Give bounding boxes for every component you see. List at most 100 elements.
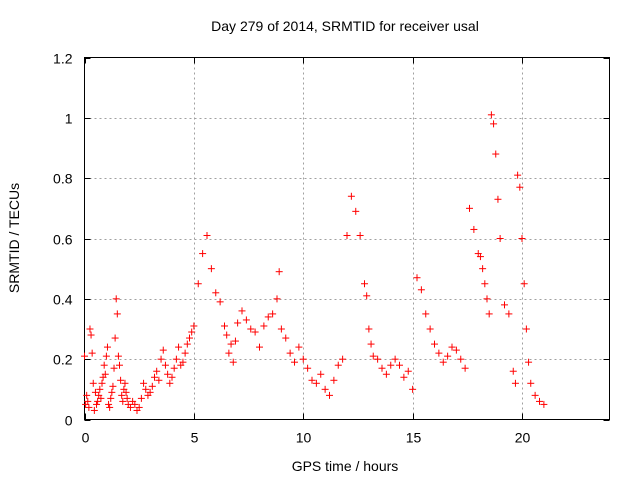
data-point bbox=[179, 358, 187, 366]
data-point bbox=[106, 403, 114, 411]
data-point bbox=[148, 382, 156, 390]
data-point bbox=[84, 397, 92, 405]
data-point bbox=[361, 280, 368, 288]
data-point bbox=[452, 346, 460, 354]
data-point bbox=[457, 355, 465, 363]
data-point bbox=[221, 322, 228, 330]
data-point bbox=[308, 376, 316, 384]
data-point bbox=[485, 310, 493, 318]
data-point bbox=[87, 331, 95, 339]
data-point bbox=[264, 313, 272, 321]
data-point bbox=[114, 352, 122, 360]
x-tick-labels: 0 5 10 15 20 bbox=[82, 430, 531, 446]
data-point bbox=[89, 379, 97, 387]
data-point bbox=[159, 346, 167, 354]
data-point bbox=[527, 379, 535, 387]
data-point bbox=[518, 235, 526, 242]
data-point bbox=[118, 391, 126, 399]
data-point bbox=[483, 295, 491, 303]
y-tick-label: 0.6 bbox=[53, 232, 73, 248]
data-point bbox=[431, 340, 438, 348]
data-point bbox=[223, 331, 231, 339]
data-point bbox=[494, 195, 502, 203]
data-point bbox=[448, 343, 456, 351]
data-point bbox=[439, 358, 447, 366]
data-point bbox=[299, 355, 307, 363]
data-point bbox=[481, 280, 489, 288]
data-point bbox=[339, 355, 347, 363]
data-point bbox=[501, 301, 508, 309]
data-point bbox=[103, 343, 111, 351]
data-point bbox=[83, 391, 91, 399]
data-point bbox=[90, 406, 98, 414]
data-point bbox=[444, 352, 452, 360]
data-point bbox=[170, 364, 178, 372]
data-point bbox=[275, 268, 283, 276]
data-point bbox=[181, 349, 189, 357]
data-point bbox=[234, 319, 242, 327]
data-point bbox=[417, 286, 425, 294]
x-tick-label: 15 bbox=[406, 430, 422, 446]
data-point bbox=[88, 349, 96, 357]
data-point bbox=[101, 370, 109, 378]
data-point bbox=[396, 361, 403, 369]
data-point bbox=[330, 376, 338, 384]
y-tick-label: 0.8 bbox=[53, 171, 73, 187]
data-point bbox=[291, 358, 298, 366]
data-point bbox=[190, 322, 198, 330]
data-point bbox=[461, 364, 469, 372]
data-point bbox=[238, 307, 246, 315]
data-point bbox=[107, 394, 115, 402]
data-point bbox=[161, 361, 169, 369]
data-point bbox=[540, 400, 548, 408]
data-point bbox=[509, 367, 517, 375]
data-point bbox=[531, 391, 539, 399]
data-point bbox=[479, 265, 487, 273]
data-point bbox=[466, 204, 473, 212]
data-point bbox=[229, 358, 237, 366]
data-point bbox=[470, 225, 478, 233]
data-point bbox=[216, 298, 224, 306]
data-point bbox=[304, 364, 312, 372]
x-axis-label: GPS time / hours bbox=[292, 458, 399, 474]
data-point bbox=[168, 373, 176, 381]
data-point bbox=[105, 400, 113, 408]
data-point bbox=[363, 292, 371, 300]
data-point bbox=[511, 379, 519, 387]
data-point bbox=[326, 391, 333, 399]
data-point bbox=[347, 192, 355, 200]
data-point bbox=[110, 364, 118, 372]
data-point bbox=[131, 400, 139, 408]
data-point bbox=[413, 274, 421, 282]
data-point bbox=[94, 397, 102, 405]
data-point bbox=[321, 385, 329, 393]
data-point bbox=[365, 325, 373, 333]
data-point bbox=[86, 325, 94, 333]
data-point bbox=[317, 370, 325, 378]
data-point bbox=[352, 207, 360, 215]
data-point bbox=[525, 358, 533, 366]
data-point bbox=[175, 343, 183, 351]
data-point bbox=[91, 388, 99, 396]
data-point bbox=[251, 328, 259, 336]
data-point bbox=[367, 340, 375, 348]
data-point bbox=[166, 379, 174, 387]
data-point bbox=[93, 400, 101, 408]
data-point bbox=[186, 334, 193, 342]
data-point bbox=[256, 343, 263, 351]
data-point bbox=[516, 183, 524, 191]
data-point bbox=[146, 388, 154, 396]
data-point bbox=[343, 231, 351, 239]
data-point bbox=[98, 379, 106, 387]
data-point bbox=[108, 388, 116, 396]
data-point bbox=[378, 364, 386, 372]
y-tick-labels: 0 0.2 0.4 0.6 0.8 1 1.2 bbox=[53, 51, 73, 429]
data-point bbox=[172, 355, 180, 363]
x-tick-label: 20 bbox=[515, 430, 531, 446]
data-point bbox=[135, 403, 143, 411]
data-point bbox=[409, 385, 417, 393]
data-point bbox=[212, 289, 220, 297]
data-point bbox=[426, 325, 434, 333]
x-tick-label: 10 bbox=[296, 430, 312, 446]
